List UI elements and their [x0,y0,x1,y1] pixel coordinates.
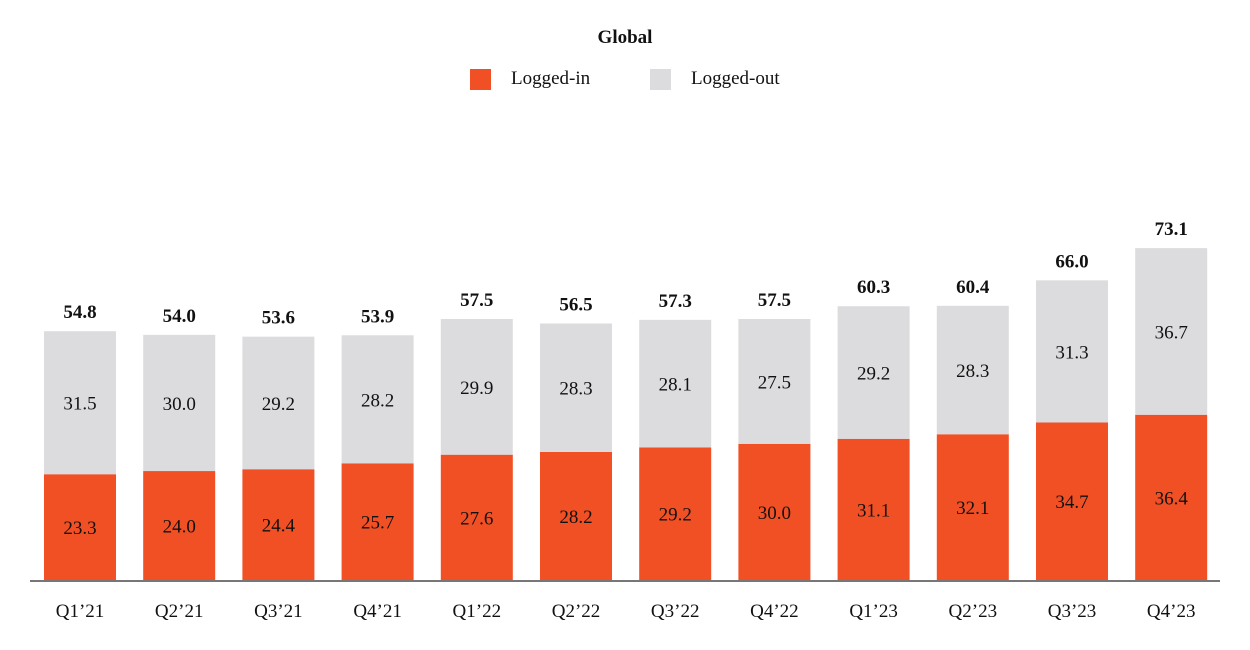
legend-item-logged-out: Logged-out [650,68,780,90]
bar-segment-logged-out [837,306,910,439]
total-label: 60.3 [857,277,890,298]
x-tick-label: Q3’21 [254,601,303,622]
x-tick-label: Q1’23 [849,601,898,622]
data-label: 23.3 [63,518,96,539]
data-label: 29.2 [857,364,890,385]
bar-segment-logged-in [143,471,216,580]
total-label: 54.8 [63,302,96,323]
total-label: 54.0 [163,306,196,327]
bar-segment-logged-out [440,318,513,455]
x-tick-label: Q1’21 [56,601,105,622]
chart-title: Global [597,27,653,48]
data-label: 31.1 [857,500,890,521]
total-label: 57.5 [460,290,493,311]
bar-segment-logged-out [242,336,315,470]
data-label: 28.1 [659,375,692,396]
total-label: 60.4 [956,277,990,298]
x-tick-label: Q1’22 [453,601,502,622]
bar-segment-logged-in [440,454,513,580]
data-label: 29.2 [659,505,692,526]
data-label: 24.0 [163,517,196,538]
total-label: 73.1 [1155,219,1188,240]
bar-segment-logged-out [1135,248,1208,415]
x-tick-label: Q2’21 [155,601,204,622]
bar-segment-logged-in [639,447,712,580]
data-label: 25.7 [361,513,394,534]
x-tick-label: Q3’22 [651,601,700,622]
x-tick-label: Q4’21 [353,601,402,622]
bar-segment-logged-in [738,443,811,580]
total-label: 53.9 [361,306,394,327]
x-tick-label: Q4’22 [750,601,799,622]
legend-label: Logged-in [511,68,591,89]
x-tick-label: Q2’22 [552,601,601,622]
total-label: 57.3 [659,291,692,312]
legend-item-logged-in: Logged-in [470,68,590,90]
bar-segment-logged-in [44,474,116,580]
data-label: 32.1 [956,498,989,519]
bar-segment-logged-out [143,334,216,472]
bar-segment-logged-out [936,305,1009,435]
data-label: 29.2 [262,394,295,415]
bar-segment-logged-in [242,469,315,580]
total-label: 53.6 [262,308,295,329]
legend-swatch-logged-out [650,68,671,90]
data-label: 34.7 [1055,492,1088,513]
data-label: 24.4 [262,516,296,537]
data-label: 28.3 [956,361,989,382]
data-label: 36.7 [1155,322,1188,343]
data-label: 29.9 [460,378,493,399]
data-label: 31.5 [63,394,96,415]
x-tick-label: Q2’23 [949,601,998,622]
data-label: 31.3 [1055,342,1088,363]
total-label: 56.5 [559,294,592,315]
bar-segment-logged-in [341,463,414,580]
data-label: 27.6 [460,508,493,529]
legend-label: Logged-out [691,68,780,89]
data-label: 28.2 [559,507,592,528]
data-label: 36.4 [1155,488,1189,509]
bar-segment-logged-out [738,318,811,444]
data-label: 30.0 [758,503,791,524]
data-label: 27.5 [758,372,791,393]
bar-segment-logged-in [1135,414,1208,580]
bar-segment-logged-in [837,438,910,580]
total-label: 57.5 [758,290,791,311]
bar-segment-logged-in [1036,422,1108,580]
x-tick-label: Q4’23 [1147,601,1196,622]
data-label: 28.2 [361,390,394,411]
data-label: 28.3 [559,379,592,400]
bar-segment-logged-in [936,434,1009,580]
bar-segment-logged-out [639,319,712,448]
bar-segment-logged-in [540,451,612,580]
x-tick-label: Q3’23 [1048,601,1097,622]
bar-segment-logged-out [540,323,612,452]
bar-segment-logged-out [44,331,116,475]
legend-swatch-logged-in [470,68,491,90]
total-label: 66.0 [1055,251,1088,272]
bar-segment-logged-out [341,335,414,464]
bar-segment-logged-out [1036,280,1108,423]
data-label: 30.0 [163,394,196,415]
